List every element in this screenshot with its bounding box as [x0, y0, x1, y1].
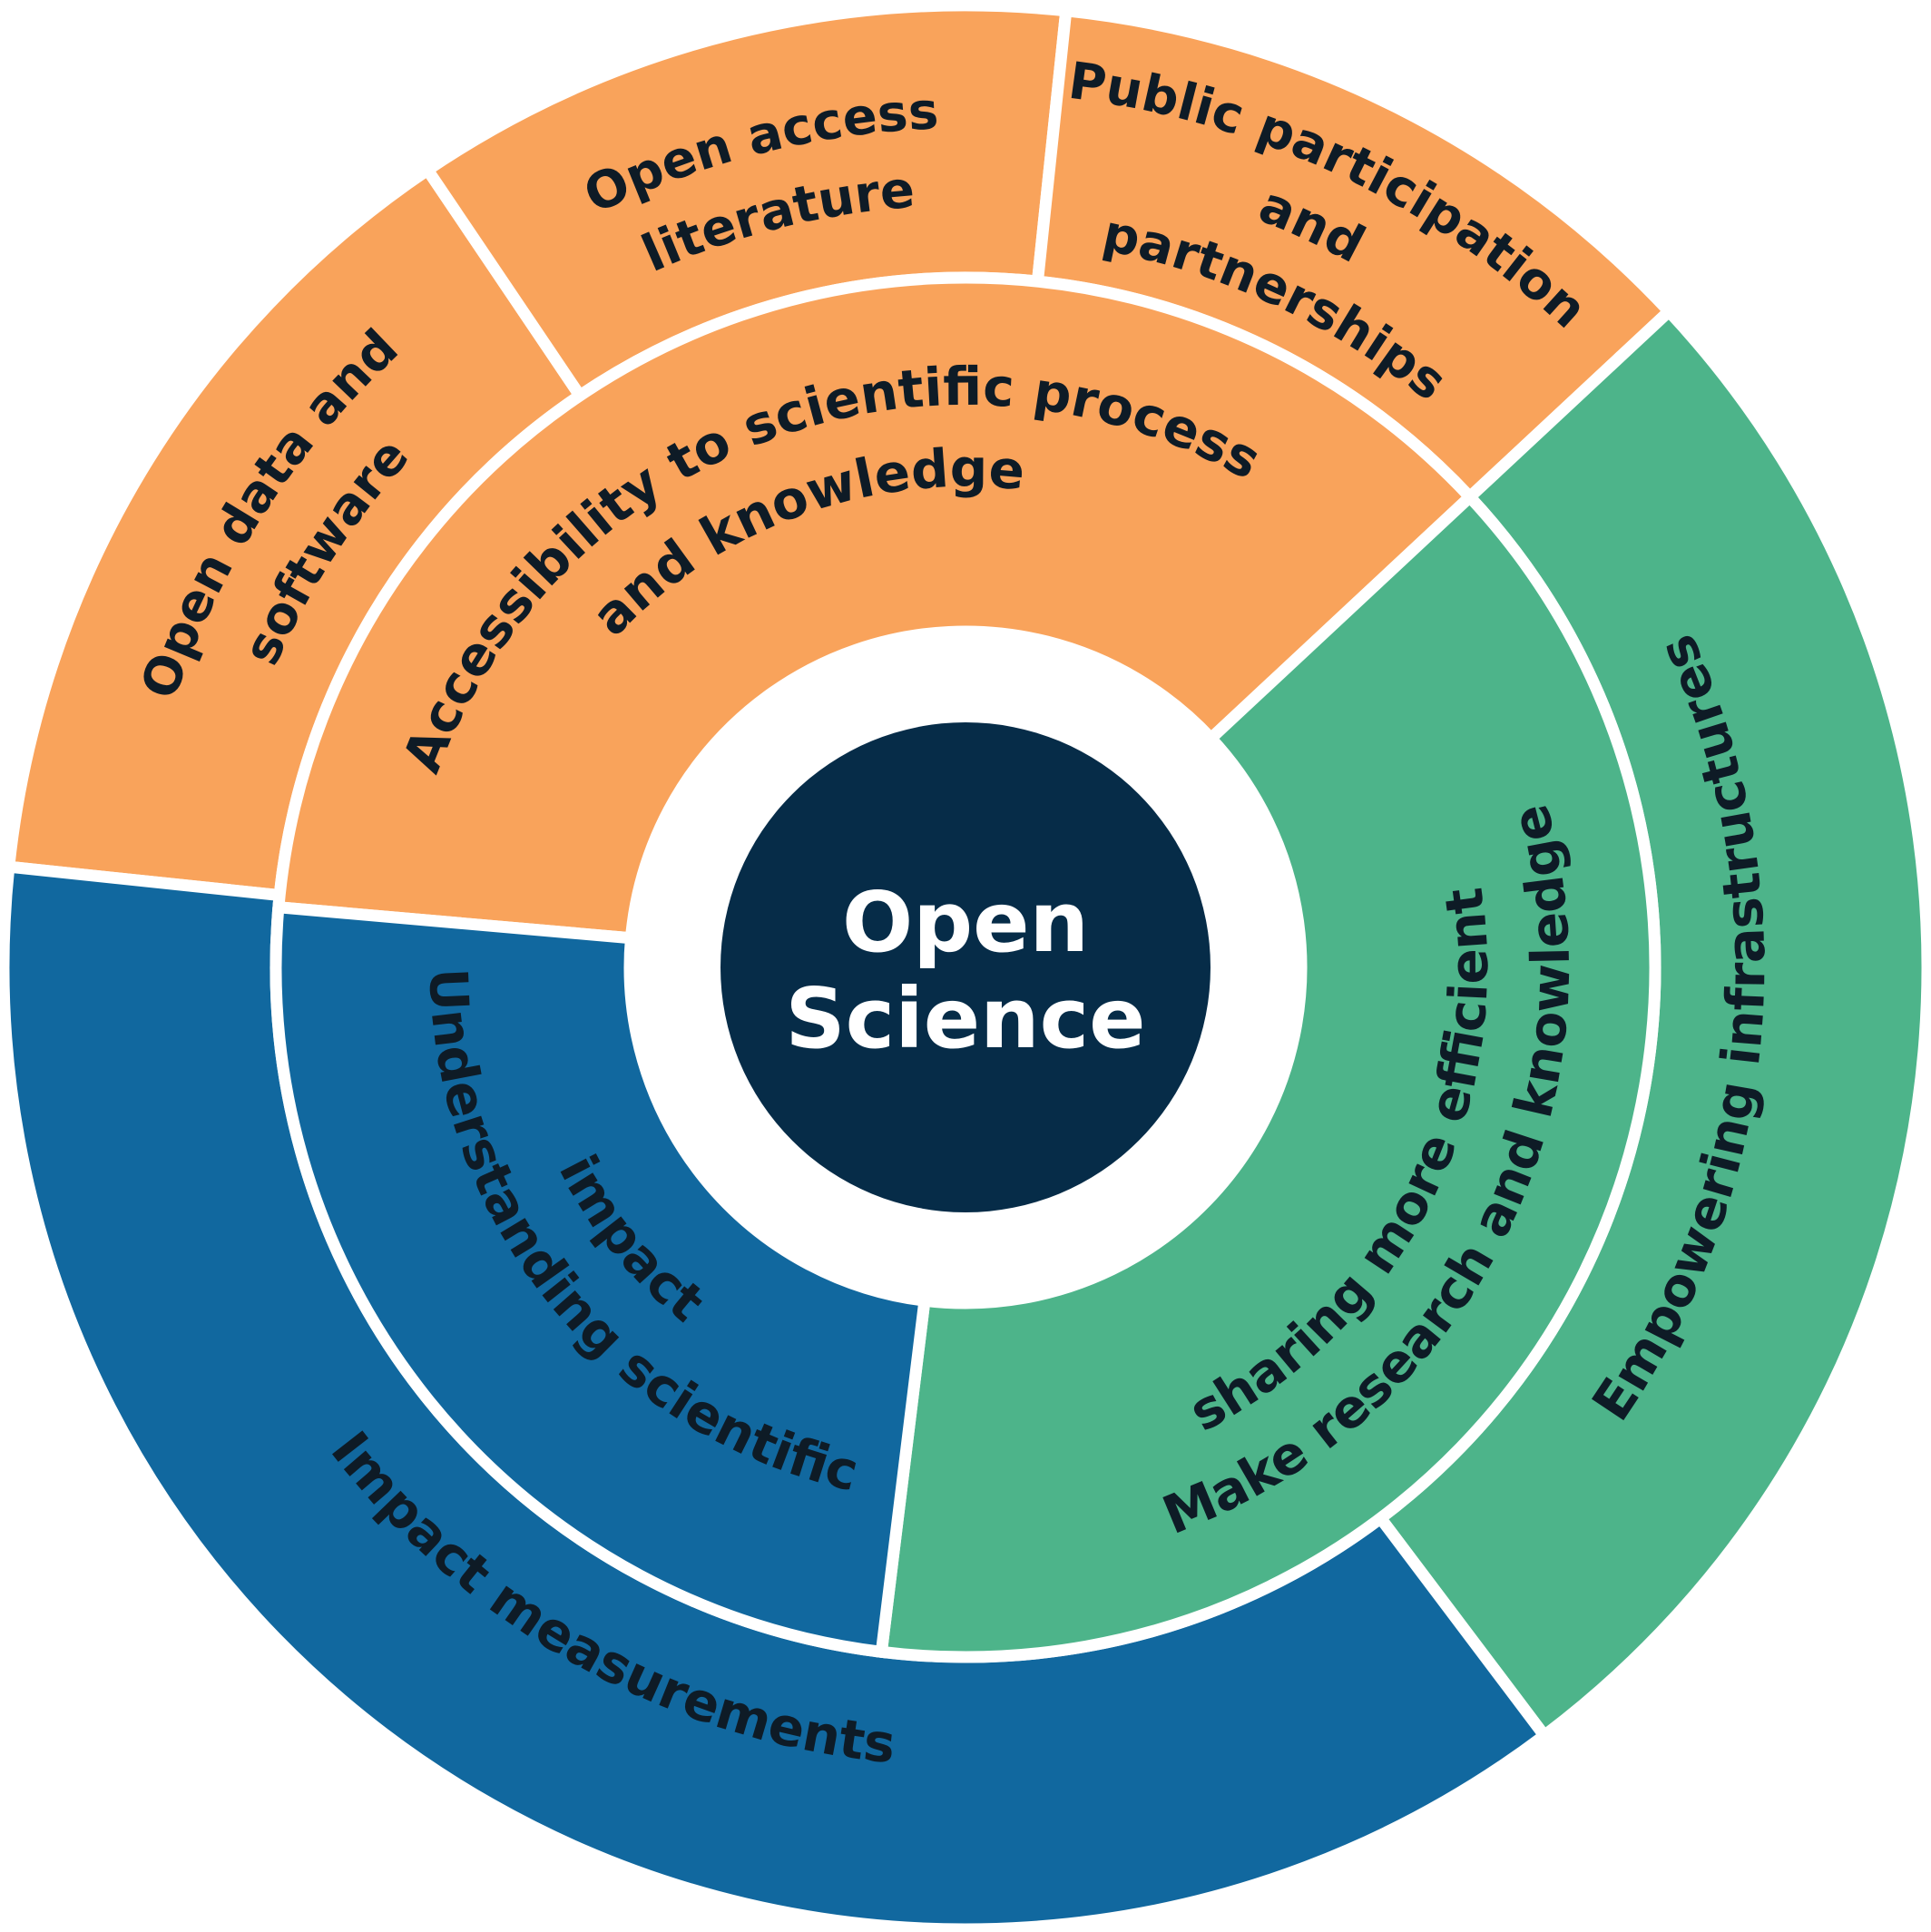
- center-hub-circle: [720, 722, 1211, 1212]
- center-title-line2: Science: [785, 970, 1145, 1067]
- center-title-line1: Open: [842, 874, 1089, 971]
- inner-ring: [270, 271, 1661, 1663]
- center-hub: Open Science: [630, 632, 1301, 1303]
